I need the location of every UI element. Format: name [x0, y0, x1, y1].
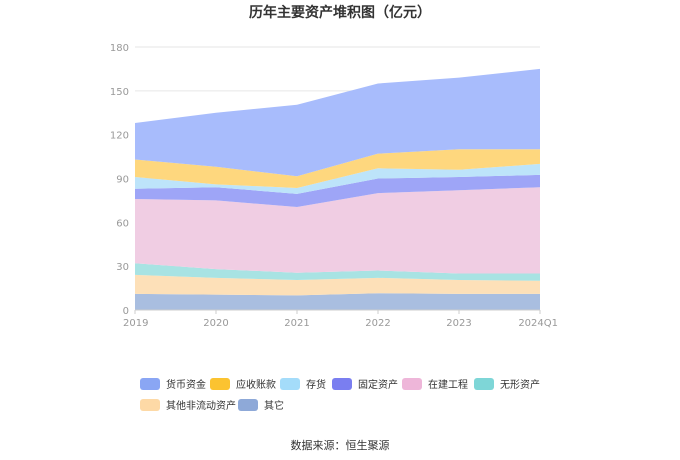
legend-swatch-icon: [210, 377, 230, 390]
axes: 0 30 60 90 120 150 180 2019 2020 2021 2022 2023 2024…: [110, 43, 558, 329]
y-tick-label: 90: [116, 175, 129, 186]
legend-item-other-noncurrent[interactable]: 其他非流动资产: [140, 397, 236, 412]
chart-title: 历年主要资产堆积图（亿元）: [249, 5, 431, 21]
x-tick-label: 2020: [203, 318, 228, 329]
x-tick-label: 2021: [284, 318, 309, 329]
legend-label: 无形资产: [500, 380, 540, 391]
legend-item-construction[interactable]: 在建工程: [402, 376, 468, 391]
area-固定资产[interactable]: [135, 174, 540, 207]
legend-label: 货币资金: [166, 380, 206, 391]
legend-swatch-icon: [140, 377, 160, 390]
area-其他非流动资产[interactable]: [135, 274, 540, 296]
y-tick-label: 180: [110, 43, 129, 54]
area-其它[interactable]: [135, 293, 540, 310]
legend-swatch-icon: [402, 377, 422, 390]
legend-swatch-icon: [474, 377, 494, 390]
x-tick-label: 2019: [123, 318, 148, 329]
legend-swatch-icon: [280, 377, 300, 390]
area-应收账款[interactable]: [135, 149, 540, 188]
legend-item-cash[interactable]: 货币资金: [140, 376, 206, 391]
x-tick-label: 2022: [365, 318, 390, 329]
legend-item-other[interactable]: 其它: [238, 397, 284, 412]
legend-label: 在建工程: [428, 380, 468, 391]
area-存货[interactable]: [135, 163, 540, 194]
y-tick-label: 120: [110, 131, 129, 142]
y-tick-label: 150: [110, 87, 129, 98]
x-tick-label: 2023: [446, 318, 471, 329]
y-tick-label: 0: [123, 306, 129, 317]
legend-label: 其他非流动资产: [166, 401, 236, 412]
area-货币资金[interactable]: [135, 68, 540, 177]
legend-item-inventory[interactable]: 存货: [280, 376, 326, 391]
area-无形资产[interactable]: [135, 263, 540, 281]
y-tick-label: 30: [116, 262, 129, 273]
legend-swatch-icon: [140, 398, 160, 411]
legend-label: 存货: [306, 380, 326, 391]
area-在建工程[interactable]: [135, 187, 540, 274]
legend-label: 固定资产: [358, 380, 398, 391]
legend-item-receivables[interactable]: 应收账款: [210, 376, 276, 391]
legend-label: 其它: [264, 401, 284, 412]
legend-item-intangible[interactable]: 无形资产: [474, 376, 540, 391]
legend-label: 应收账款: [236, 380, 276, 391]
legend-swatch-icon: [332, 377, 352, 390]
y-tick-label: 60: [116, 218, 129, 229]
legend-item-fixed-assets[interactable]: 固定资产: [332, 376, 398, 391]
data-source: 数据来源：恒生聚源: [290, 439, 390, 452]
area-series: [135, 68, 540, 310]
legend-swatch-icon: [238, 398, 258, 411]
x-tick-label: 2024Q1: [518, 318, 558, 329]
